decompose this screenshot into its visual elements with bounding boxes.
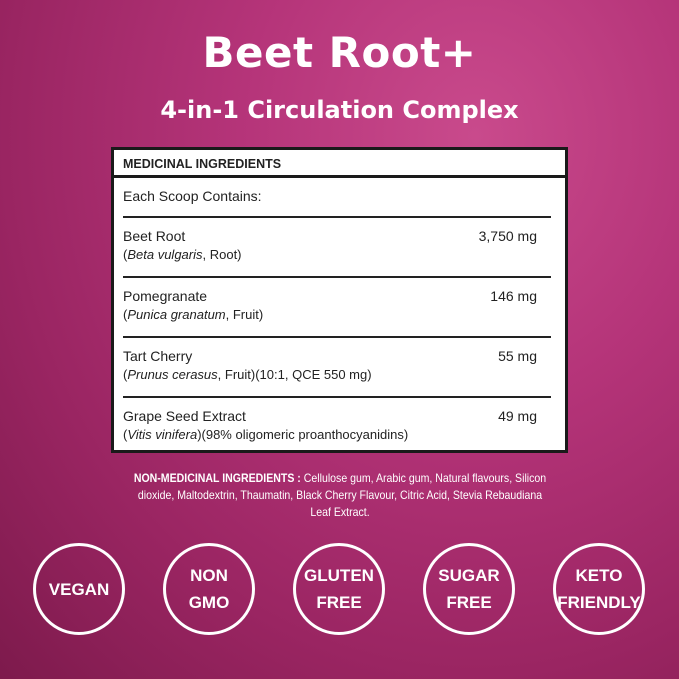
ingredient-name: Grape Seed Extract (123, 408, 246, 424)
ingredient-source: (Vitis vinifera)(98% oligomeric proantho… (123, 427, 409, 442)
badge: SUGAR FREE (423, 543, 515, 635)
badge-text: GLUTEN (304, 566, 374, 585)
ingredient-source: (Prunus cerasus, Fruit)(10:1, QCE 550 mg… (123, 367, 372, 382)
badge-text: KETO (575, 566, 623, 585)
ingredient-name: Beet Root (123, 228, 186, 244)
product-title: Beet Root+ (202, 28, 477, 77)
badge: NON GMO (163, 543, 255, 635)
non-medicinal-ingredients: NON-MEDICINAL INGREDIENTS : Cellulose gu… (129, 470, 551, 521)
panel-header: MEDICINAL INGREDIENTS (114, 150, 565, 178)
badge-text: VEGAN (48, 579, 110, 599)
ingredient-row: Pomegranate (Punica granatum, Fruit) 146… (123, 276, 551, 336)
badge-text: SUGAR (438, 566, 500, 585)
ingredient-source: (Punica granatum, Fruit) (123, 307, 264, 322)
badge-text: FREE (446, 593, 492, 612)
non-medicinal-label: NON-MEDICINAL INGREDIENTS : (133, 471, 301, 485)
ingredient-amount: 3,750 mg (478, 228, 537, 244)
ingredient-amount: 146 mg (490, 288, 537, 304)
badge-text: FRIENDLY (557, 593, 641, 612)
product-subtitle: 4-in-1 Circulation Complex (160, 96, 519, 124)
badge-text: FREE (316, 593, 362, 612)
badge-text: GMO (188, 593, 230, 612)
ingredient-name: Pomegranate (123, 288, 208, 304)
badge: GLUTEN FREE (293, 543, 385, 635)
badge: VEGAN (33, 543, 125, 635)
ingredients-panel: MEDICINAL INGREDIENTS Each Scoop Contain… (111, 147, 568, 453)
badge: KETO FRIENDLY (553, 543, 645, 635)
non-medicinal-text: Cellulose gum, Arabic gum, Natural flavo… (137, 471, 547, 519)
badge-row: VEGAN NON GMO GLUTEN FREE SUGAR FREE KETO FRIEND… (33, 543, 645, 635)
ingredient-row: Beet Root (Beta vulgaris, Root) 3,750 mg (123, 216, 551, 276)
ingredient-row: Tart Cherry (Prunus cerasus, Fruit)(10:1… (123, 336, 551, 396)
serving-label: Each Scoop Contains: (123, 188, 262, 204)
ingredient-row: Grape Seed Extract (Vitis vinifera)(98% … (123, 396, 551, 456)
ingredient-amount: 55 mg (498, 348, 537, 364)
badge-text: NON (190, 566, 228, 585)
ingredient-amount: 49 mg (498, 408, 537, 424)
ingredient-source: (Beta vulgaris, Root) (123, 247, 242, 262)
ingredient-name: Tart Cherry (123, 348, 193, 364)
